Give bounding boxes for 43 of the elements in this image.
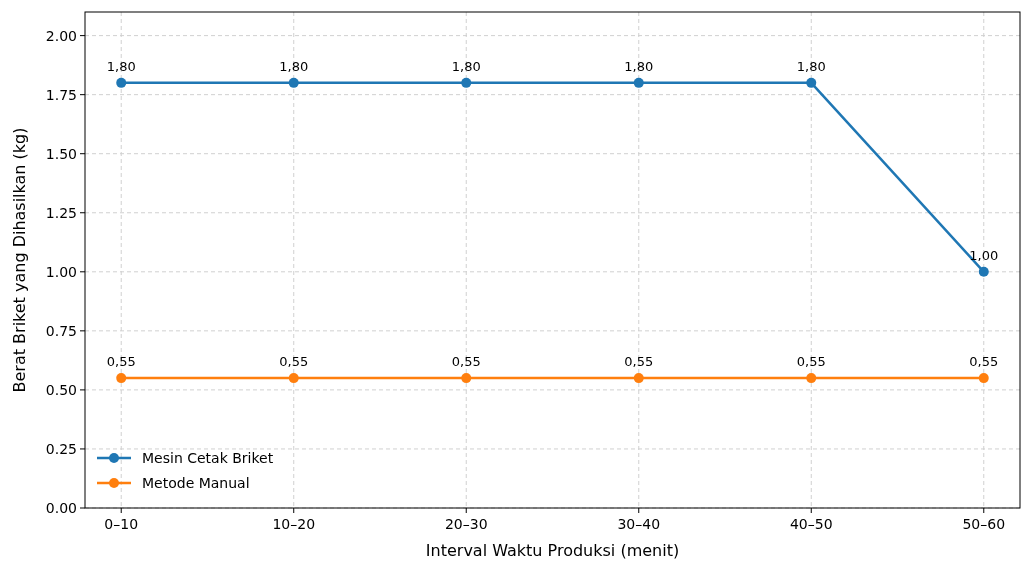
data-label: 0,55 xyxy=(451,354,481,370)
x-tick-label: 20–30 xyxy=(444,516,488,532)
y-tick-label: 2.00 xyxy=(45,27,77,44)
data-label: 1,80 xyxy=(279,58,309,74)
legend-label: Metode Manual xyxy=(142,474,250,491)
y-tick-label: 0.25 xyxy=(45,440,77,457)
point xyxy=(633,77,644,88)
y-tick-label: 1.00 xyxy=(45,263,77,280)
x-tick-label: 30–40 xyxy=(617,516,661,532)
y-axis-title: Berat Briket yang Dihasilkan (kg) xyxy=(10,127,29,393)
y-tick-label: 1.50 xyxy=(45,145,77,162)
point xyxy=(978,373,989,384)
data-label: 0,55 xyxy=(106,354,136,370)
point xyxy=(461,77,472,88)
data-label: 1,80 xyxy=(106,58,136,74)
point xyxy=(633,373,644,384)
point xyxy=(461,373,472,384)
data-label: 1,80 xyxy=(796,58,826,74)
legend-label: Mesin Cetak Briket xyxy=(142,449,274,466)
data-label: 0,55 xyxy=(624,354,654,370)
x-tick-label: 10–20 xyxy=(272,516,316,532)
x-tick-label: 40–50 xyxy=(789,516,833,532)
point xyxy=(288,373,299,384)
x-axis-title: Interval Waktu Produksi (menit) xyxy=(425,541,680,560)
point xyxy=(288,77,299,88)
y-tick-label: 1.25 xyxy=(45,204,77,221)
y-tick-label: 1.75 xyxy=(45,86,77,103)
point xyxy=(806,373,817,384)
y-tick-label: 0.75 xyxy=(45,322,77,339)
x-tick-label: 0–10 xyxy=(104,516,139,532)
data-label: 0,55 xyxy=(279,354,309,370)
point xyxy=(978,266,989,277)
data-label: 0,55 xyxy=(796,354,826,370)
point xyxy=(116,77,127,88)
y-tick-label: 0.00 xyxy=(45,499,77,516)
data-label: 1,80 xyxy=(451,58,481,74)
data-label: 1,80 xyxy=(624,58,654,74)
x-tick-label: 50–60 xyxy=(962,516,1006,532)
point xyxy=(116,373,127,384)
data-label: 1,00 xyxy=(969,247,999,263)
point xyxy=(806,77,817,88)
y-tick-label: 0.50 xyxy=(45,381,77,398)
data-label: 0,55 xyxy=(969,354,999,370)
